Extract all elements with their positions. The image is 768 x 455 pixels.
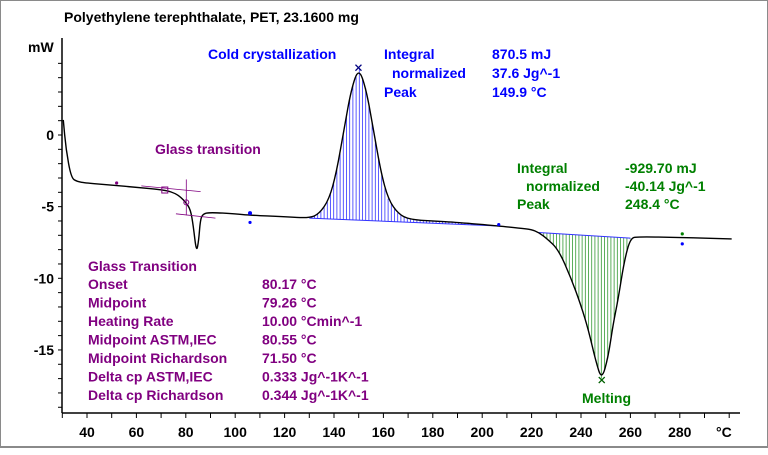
glass-row-value: 80.17 °C bbox=[262, 276, 317, 292]
x-axis-label: °C bbox=[716, 424, 732, 440]
y-axis-label: mW bbox=[28, 39, 54, 55]
limit-marker-icon bbox=[680, 242, 684, 246]
glass-row-label: Onset bbox=[88, 276, 128, 292]
cold-crystallization-label: Cold crystallization bbox=[208, 46, 336, 62]
glass-row-label: Heating Rate bbox=[88, 313, 174, 329]
x-tick-label: 140 bbox=[322, 424, 346, 440]
x-tick-label: 240 bbox=[569, 424, 593, 440]
x-tick-label: 120 bbox=[273, 424, 297, 440]
x-tick-label: 40 bbox=[79, 424, 95, 440]
midpoint-marker-icon bbox=[161, 186, 169, 194]
y-tick-label: -10 bbox=[34, 270, 54, 286]
glass-row-label: Midpoint bbox=[88, 295, 147, 311]
peak-marker-icon bbox=[354, 64, 362, 72]
y-tick-label: -5 bbox=[42, 199, 55, 215]
limit-marker-icon bbox=[115, 181, 119, 185]
melt-peak-label: Peak bbox=[517, 196, 550, 212]
melting-label: Melting bbox=[582, 390, 631, 406]
limit-marker-icon bbox=[497, 222, 501, 227]
x-tick-label: 200 bbox=[471, 424, 495, 440]
glass-row-value: 80.55 °C bbox=[262, 332, 317, 348]
glass-row-label: Delta cp Richardson bbox=[88, 387, 223, 403]
limit-marker-icon bbox=[248, 220, 252, 225]
chart-title: Polyethylene terephthalate, PET, 23.1600… bbox=[64, 9, 359, 25]
x-tick-label: 80 bbox=[178, 424, 194, 440]
x-tick-label: 160 bbox=[372, 424, 396, 440]
melt-normalized-label: normalized bbox=[526, 178, 600, 194]
glass-row-value: 10.00 °Cmin^-1 bbox=[262, 313, 362, 329]
glass-row-value: 79.26 °C bbox=[262, 295, 317, 311]
glass-row-label: Delta cp ASTM,IEC bbox=[88, 369, 213, 385]
glass-row-value: 0.333 Jg^-1K^-1 bbox=[262, 369, 369, 385]
x-tick-label: 280 bbox=[668, 424, 692, 440]
melt-normalized-value: -40.14 Jg^-1 bbox=[625, 178, 706, 194]
glass-row-label: Midpoint Richardson bbox=[88, 350, 227, 366]
onset-marker-icon bbox=[183, 199, 190, 206]
limit-marker-icon bbox=[680, 232, 684, 236]
cold-integral-label: Integral bbox=[384, 46, 435, 62]
glass-table-title: Glass Transition bbox=[88, 258, 197, 274]
y-tick-label: 0 bbox=[46, 127, 54, 143]
glass-transition-label: Glass transition bbox=[155, 141, 261, 157]
glass-row-value: 71.50 °C bbox=[262, 350, 317, 366]
x-tick-label: 220 bbox=[520, 424, 544, 440]
x-tick-label: 260 bbox=[619, 424, 643, 440]
x-tick-label: 100 bbox=[224, 424, 248, 440]
glass-row-label: Midpoint ASTM,IEC bbox=[88, 332, 217, 348]
tangent-line bbox=[141, 185, 201, 193]
tangent-line bbox=[175, 213, 216, 219]
cold-normalized-value: 37.6 Jg^-1 bbox=[492, 65, 560, 81]
cold-peak-label: Peak bbox=[384, 84, 417, 100]
cold-integral-value: 870.5 mJ bbox=[492, 46, 551, 62]
limit-marker-icon bbox=[248, 211, 253, 216]
cold-normalized-label: normalized bbox=[392, 65, 466, 81]
cold-peak-value: 149.9 °C bbox=[492, 84, 547, 100]
dsc-curve bbox=[62, 72, 732, 376]
melt-integral-value: -929.70 mJ bbox=[625, 160, 697, 176]
melt-integral-label: Integral bbox=[517, 160, 568, 176]
glass-row-value: 0.344 Jg^-1K^-1 bbox=[262, 387, 369, 403]
y-tick-label: -15 bbox=[34, 342, 54, 358]
melt-peak-value: 248.4 °C bbox=[625, 196, 680, 212]
baseline bbox=[538, 231, 631, 239]
baseline bbox=[309, 217, 499, 227]
x-tick-label: 60 bbox=[129, 424, 145, 440]
peak-marker-icon bbox=[598, 376, 606, 384]
x-tick-label: 180 bbox=[421, 424, 445, 440]
